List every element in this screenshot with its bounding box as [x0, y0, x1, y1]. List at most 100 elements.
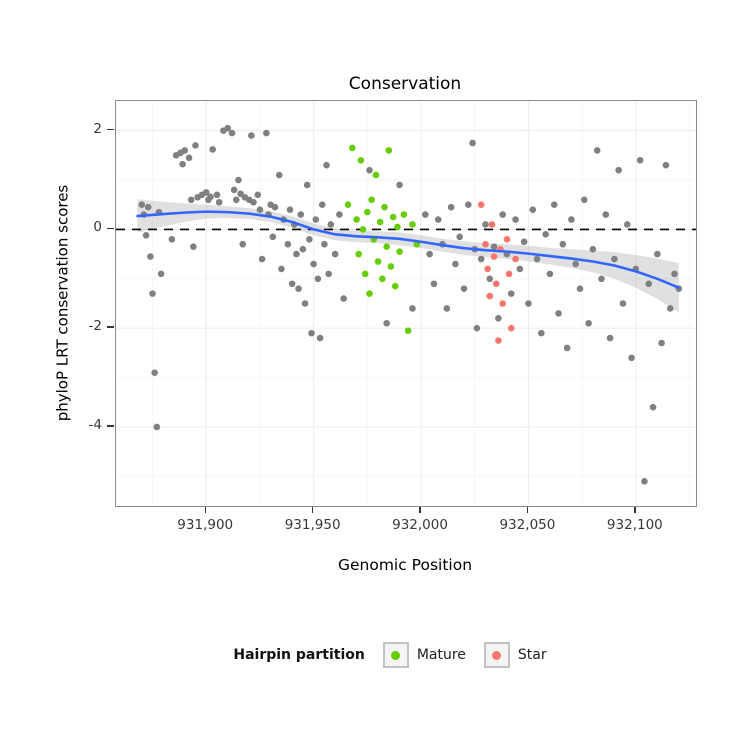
data-point — [611, 255, 618, 263]
data-point — [525, 300, 532, 307]
data-point — [434, 216, 442, 223]
data-point — [256, 206, 264, 213]
data-point — [598, 275, 605, 283]
data-point — [460, 285, 468, 292]
data-point — [263, 129, 270, 137]
data-point — [636, 156, 644, 164]
data-point — [316, 334, 324, 342]
data-point — [447, 203, 455, 211]
data-point — [325, 270, 332, 278]
data-point — [144, 203, 152, 211]
data-point — [404, 327, 412, 334]
data-point — [151, 369, 158, 376]
data-point — [254, 191, 262, 199]
y-tick-mark — [107, 227, 114, 230]
data-point — [490, 253, 498, 260]
data-point — [619, 300, 627, 307]
data-point — [168, 235, 176, 243]
data-point — [153, 423, 161, 431]
data-point — [331, 250, 339, 258]
legend-swatch-star — [483, 642, 510, 668]
data-point — [641, 478, 648, 485]
data-point — [585, 319, 592, 327]
points-mature — [344, 144, 421, 334]
x-tick-label: 931,950 — [284, 517, 341, 533]
data-point — [473, 324, 481, 332]
data-point — [482, 240, 489, 248]
data-point — [391, 282, 399, 290]
data-point — [593, 147, 601, 154]
data-point — [615, 166, 622, 174]
chart-title: Conservation — [348, 74, 462, 94]
data-point — [376, 218, 384, 226]
data-point — [516, 265, 524, 273]
data-point — [477, 255, 485, 263]
data-point — [340, 295, 348, 302]
data-point — [396, 248, 403, 255]
data-point — [366, 166, 373, 174]
data-point — [628, 354, 635, 362]
x-tick-mark — [419, 507, 421, 513]
data-point — [572, 260, 580, 268]
data-point — [529, 206, 537, 213]
data-point — [507, 290, 515, 297]
data-point — [357, 156, 365, 164]
data-point — [209, 146, 216, 153]
data-point — [580, 196, 588, 204]
x-tick-label: 932,050 — [499, 517, 556, 533]
legend-label-star: Star — [517, 647, 547, 663]
data-point — [303, 181, 311, 189]
data-point — [202, 189, 210, 196]
legend-title: Hairpin partition — [233, 647, 365, 663]
data-point — [550, 201, 558, 209]
data-point — [576, 285, 584, 292]
data-point — [488, 221, 496, 228]
data-point — [499, 211, 506, 218]
data-point — [645, 280, 653, 288]
x-axis-label: Genomic Position — [337, 556, 473, 574]
x-tick-label: 932,100 — [606, 517, 663, 533]
y-axis-label: phyloP LRT conservation scores — [53, 184, 72, 422]
data-point — [275, 171, 283, 179]
data-point — [409, 221, 416, 228]
data-point — [310, 260, 317, 268]
data-point — [181, 147, 189, 154]
x-tick-mark — [311, 507, 314, 513]
confidence-band — [137, 199, 679, 313]
data-point — [559, 240, 567, 248]
data-point — [293, 250, 300, 258]
data-point — [546, 270, 554, 278]
data-point — [499, 300, 506, 307]
data-point — [228, 129, 236, 137]
data-point — [149, 290, 156, 297]
data-point — [602, 211, 610, 218]
data-point — [507, 324, 515, 332]
legend: Hairpin partition Mature Star — [0, 642, 750, 668]
data-point — [250, 198, 257, 206]
smooth-line — [136, 210, 681, 289]
data-point — [422, 211, 429, 218]
data-point — [295, 285, 302, 292]
x-tick-mark — [526, 507, 529, 513]
data-point — [207, 193, 214, 201]
y-tick-mark — [107, 425, 114, 427]
data-point — [662, 161, 670, 169]
y-tick-mark — [107, 326, 114, 328]
data-point — [503, 235, 511, 243]
data-point — [312, 216, 320, 223]
points-background — [138, 124, 683, 485]
x-tick-mark — [634, 507, 636, 513]
data-point — [658, 339, 665, 347]
data-point — [430, 280, 438, 288]
data-point — [364, 208, 371, 216]
plot-panel — [115, 100, 697, 507]
data-point — [353, 216, 360, 223]
data-point — [666, 305, 674, 312]
data-point — [232, 196, 240, 204]
data-point — [426, 250, 433, 258]
legend-key-star: Star — [483, 642, 547, 668]
star-dot-icon — [492, 650, 502, 660]
data-point — [359, 226, 367, 233]
data-point — [606, 334, 614, 342]
